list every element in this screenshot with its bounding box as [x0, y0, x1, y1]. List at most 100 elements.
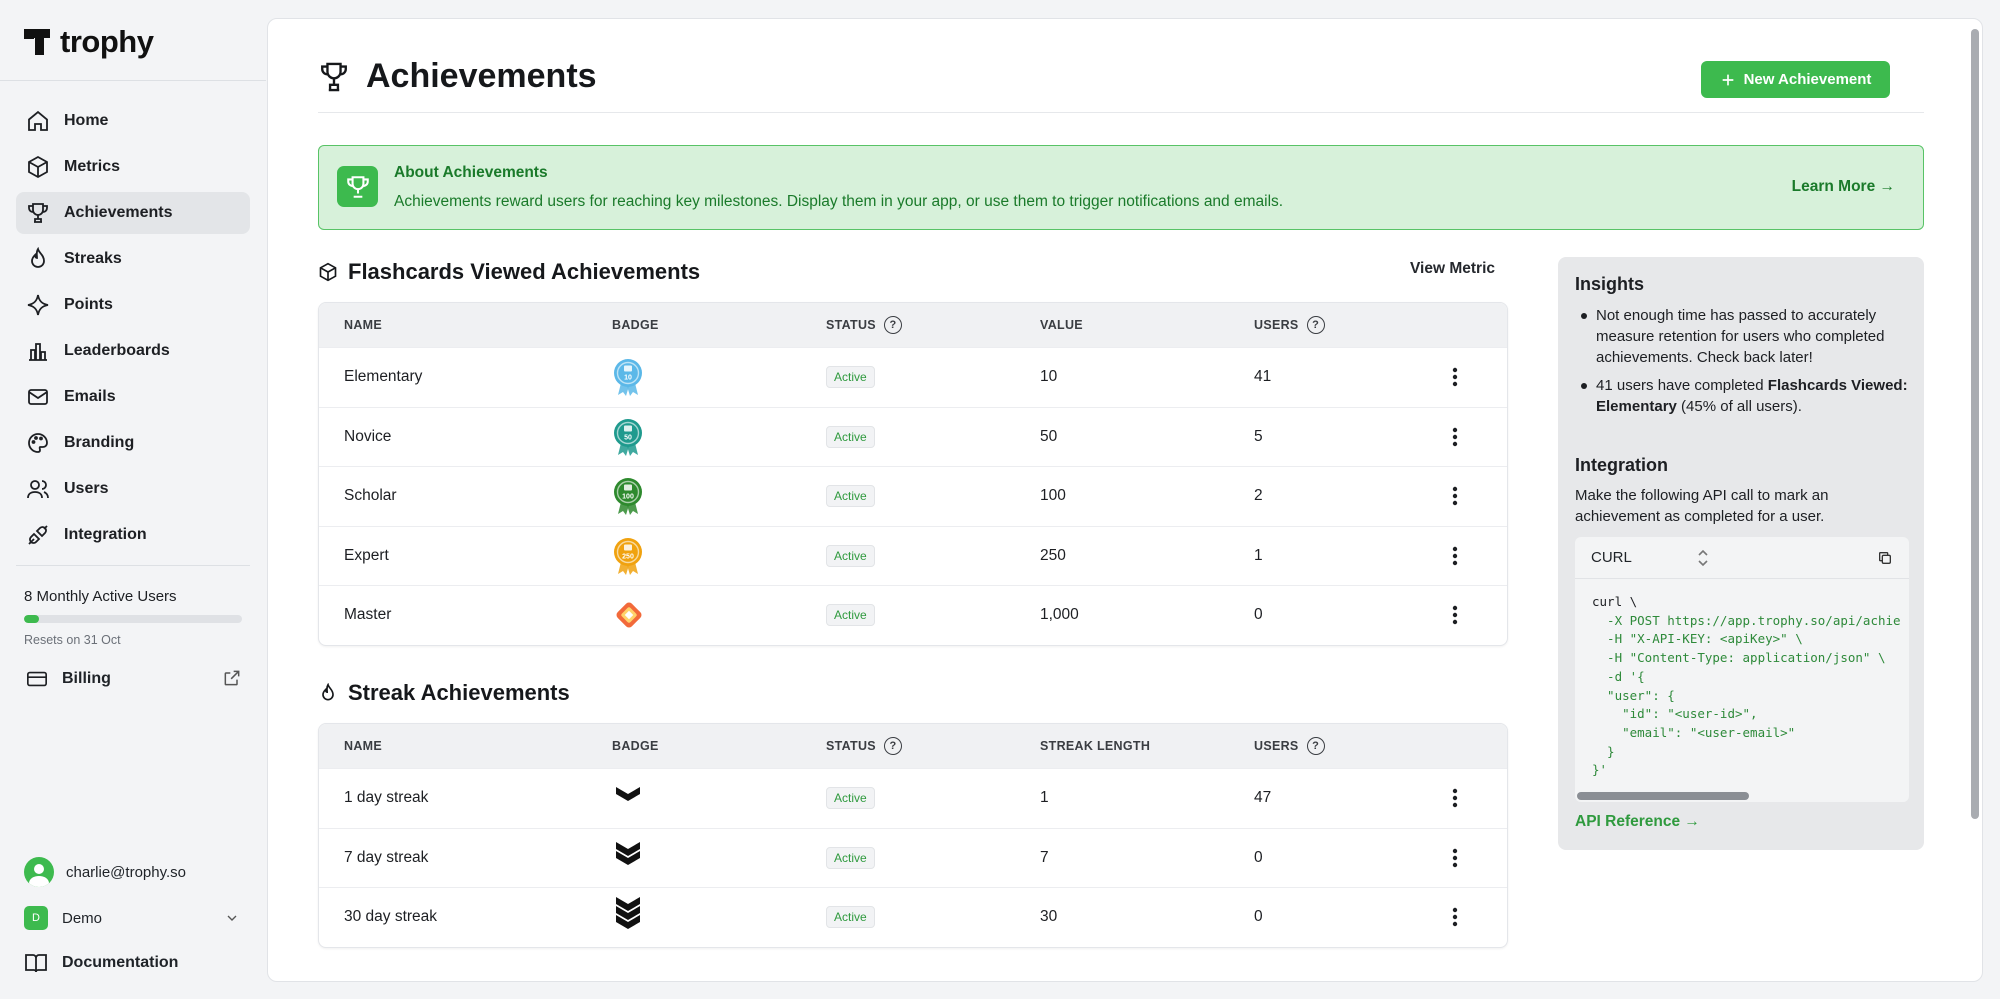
sidebar-item-home[interactable]: Home	[16, 100, 250, 142]
row-users: 0	[1254, 606, 1263, 624]
code-language-select[interactable]: CURL	[1591, 549, 1632, 566]
row-menu-button[interactable]	[1452, 348, 1458, 407]
flame-icon	[322, 683, 334, 701]
row-name: Elementary	[344, 368, 423, 386]
row-users: 0	[1254, 848, 1263, 866]
row-users: 5	[1254, 427, 1263, 445]
sidebar-item-metrics[interactable]: Metrics	[16, 146, 250, 188]
column-users-label: USERS	[1254, 318, 1299, 332]
row-menu-button[interactable]	[1452, 586, 1458, 645]
row-menu-button[interactable]	[1452, 527, 1458, 586]
more-options-icon[interactable]	[1452, 848, 1458, 868]
code-line: "user": {	[1592, 687, 1675, 703]
help-icon[interactable]: ?	[1306, 737, 1325, 755]
row-name: 1 day streak	[344, 789, 429, 807]
cube-icon	[319, 262, 337, 282]
row-badge	[612, 769, 644, 828]
more-options-icon[interactable]	[1452, 546, 1458, 566]
row-menu-button[interactable]	[1452, 769, 1458, 828]
user-email: charlie@trophy.so	[66, 863, 186, 881]
sidebar: trophy Home Metrics Achievements Streaks…	[0, 0, 266, 999]
help-icon[interactable]: ?	[883, 737, 902, 755]
more-options-icon[interactable]	[1452, 788, 1458, 808]
sidebar-item-leaderboards[interactable]: Leaderboards	[16, 330, 250, 372]
copy-icon[interactable]	[1877, 550, 1893, 566]
sidebar-item-integration[interactable]: Integration	[16, 514, 250, 556]
more-options-icon[interactable]	[1452, 907, 1458, 927]
more-options-icon[interactable]	[1452, 486, 1458, 506]
billing-link[interactable]: Billing	[16, 664, 250, 694]
streaks-table: NAME BADGE STATUS ? STREAK LENGTH USERS …	[318, 723, 1508, 948]
insights-panel: Insights Not enough time has passed to a…	[1558, 257, 1924, 850]
page-scrollbar[interactable]	[1971, 29, 1979, 819]
table-row[interactable]: 30 day streak Active 30 0	[319, 887, 1507, 947]
sidebar-item-branding[interactable]: Branding	[16, 422, 250, 464]
more-options-icon[interactable]	[1452, 427, 1458, 447]
row-menu-button[interactable]	[1452, 408, 1458, 467]
sidebar-item-achievements[interactable]: Achievements	[16, 192, 250, 234]
table-row[interactable]: Expert 250 Active 250 1	[319, 525, 1507, 586]
help-icon[interactable]: ?	[883, 316, 902, 334]
streaks-section-title: Streak Achievements	[318, 680, 570, 706]
book-icon	[25, 954, 47, 973]
table-row[interactable]: 7 day streak Active 7 0	[319, 827, 1507, 888]
column-name: NAME	[344, 318, 383, 332]
row-badge: 10	[612, 348, 644, 407]
table-row[interactable]: Master Active 1,000 0	[319, 585, 1507, 645]
table-row[interactable]: Elementary 10 Active 10 41	[319, 347, 1507, 407]
avatar	[24, 857, 54, 887]
usage-progress-fill	[24, 615, 40, 623]
medal-label: 100	[622, 494, 634, 501]
sidebar-item-points[interactable]: Points	[16, 284, 250, 326]
org-name: Demo	[62, 909, 103, 927]
row-menu-button[interactable]	[1452, 888, 1458, 947]
row-value: 100	[1040, 487, 1066, 505]
user-account[interactable]: charlie@trophy.so	[24, 857, 186, 887]
row-value: 30	[1040, 908, 1058, 926]
learn-more-link[interactable]: Learn More →	[1791, 178, 1895, 195]
medal-badge-icon: 50	[614, 418, 642, 456]
logo[interactable]: trophy	[24, 24, 154, 60]
table-row[interactable]: 1 day streak Active 1 47	[319, 768, 1507, 828]
insight-item: Not enough time has passed to accurately…	[1575, 305, 1910, 368]
row-menu-button[interactable]	[1452, 829, 1458, 888]
more-options-icon[interactable]	[1452, 605, 1458, 625]
sidebar-item-users[interactable]: Users	[16, 468, 250, 510]
medal-label: 10	[624, 375, 632, 382]
code-scrollbar[interactable]	[1577, 792, 1749, 800]
column-badge: BADGE	[612, 318, 659, 332]
table-body: 1 day streak Active 1 47 7 day streak Active 7…	[319, 768, 1507, 947]
mail-icon	[28, 389, 48, 405]
trophy-icon	[337, 166, 378, 207]
documentation-link[interactable]: Documentation	[24, 951, 178, 975]
chevron-up-down-icon[interactable]	[1695, 547, 1711, 569]
help-icon[interactable]: ?	[1306, 316, 1325, 334]
code-line: -H "Content-Type: application/json" \	[1592, 650, 1886, 666]
integration-text: Make the following API call to mark an a…	[1575, 487, 1829, 525]
row-menu-button[interactable]	[1452, 467, 1458, 526]
table-row[interactable]: Novice 50 Active 50 5	[319, 406, 1507, 467]
more-options-icon[interactable]	[1452, 367, 1458, 387]
palette-icon	[28, 433, 48, 453]
view-metric-link[interactable]: View Metric	[1410, 260, 1496, 277]
sidebar-item-emails[interactable]: Emails	[16, 376, 250, 418]
new-achievement-button[interactable]: New Achievement	[1701, 61, 1890, 98]
org-switcher[interactable]: D Demo	[24, 906, 242, 930]
about-banner: About Achievements Achievements reward u…	[318, 145, 1924, 230]
row-status: Active	[826, 769, 875, 828]
row-users: 47	[1254, 789, 1272, 807]
usage-title: 8 Monthly Active Users	[24, 588, 177, 605]
table-row[interactable]: Scholar 100 Active 100 2	[319, 466, 1507, 526]
sidebar-item-streaks[interactable]: Streaks	[16, 238, 250, 280]
status-badge: Active	[826, 846, 875, 869]
sidebar-item-label: Achievements	[64, 204, 173, 221]
row-status: Active	[826, 888, 875, 947]
users-icon	[27, 480, 49, 499]
org-badge: D	[24, 906, 48, 930]
api-reference-link[interactable]: API Reference →	[1575, 813, 1700, 830]
credit-card-icon	[27, 671, 47, 687]
row-name: Expert	[344, 546, 389, 564]
table-header: NAME BADGE STATUS ? VALUE USERS ?	[319, 303, 1507, 347]
home-icon	[28, 110, 48, 131]
column-status-label: STATUS	[826, 318, 876, 332]
